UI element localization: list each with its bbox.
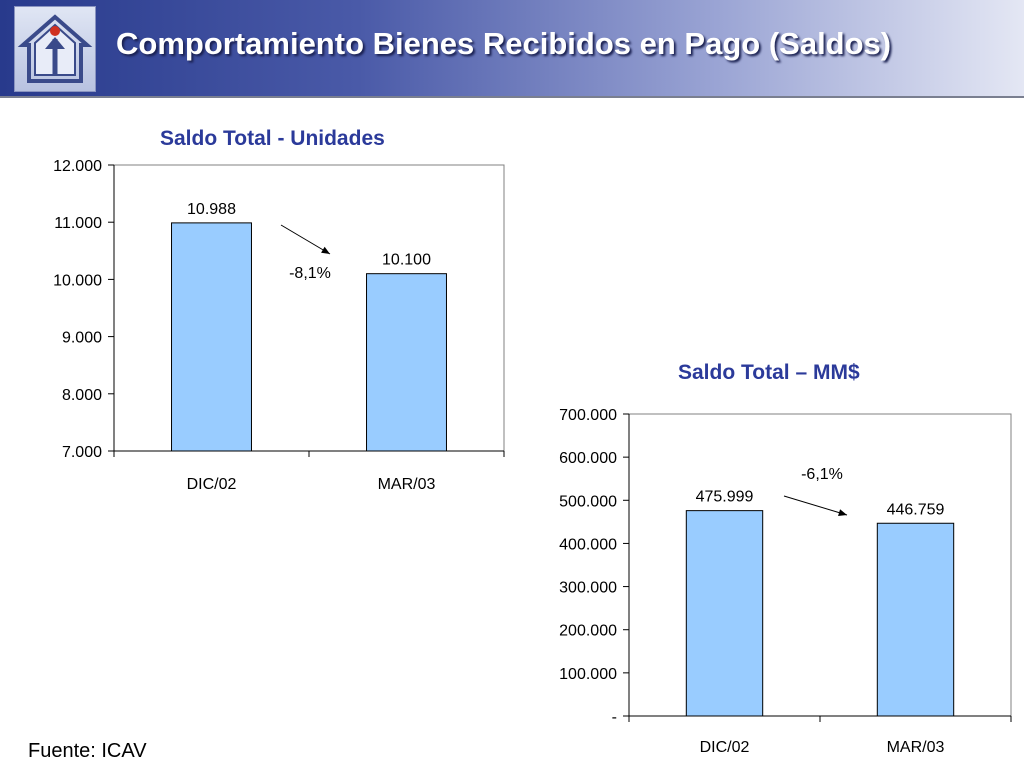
chart-1-data-label: 10.988	[187, 201, 236, 218]
chart-2-data-label: 475.999	[696, 489, 754, 506]
chart-2-y-tick-label: 100.000	[559, 666, 617, 683]
chart-1-data-label: 10.100	[382, 252, 431, 269]
chart-2-y-tick-label: 700.000	[559, 407, 617, 424]
chart-1-trend-arrow	[280, 224, 331, 255]
chart-1-bar-1	[171, 222, 252, 452]
chart-1-y-tick-label: 11.000	[54, 215, 102, 232]
chart-1-change-annotation: -8,1%	[289, 265, 331, 282]
chart-1-y-tick-label: 7.000	[62, 444, 102, 461]
slide-header: Comportamiento Bienes Recibidos en Pago …	[0, 0, 1024, 98]
chart-2-y-tick-label: 500.000	[559, 493, 617, 510]
chart-2-bar-1	[685, 510, 764, 717]
chart-1-bar-2	[366, 273, 447, 452]
chart-2-y-tick-label: 600.000	[559, 450, 617, 467]
chart-2-trend-arrow	[783, 495, 848, 516]
chart-2-y-tick-label: 300.000	[559, 580, 617, 597]
chart-1-title: Saldo Total - Unidades	[160, 127, 385, 150]
chart-1-category-label: DIC/02	[187, 476, 237, 493]
chart-1-category-label: MAR/03	[378, 476, 436, 493]
chart-2-category-label: DIC/02	[700, 739, 750, 756]
chart-2-data-label: 446.759	[887, 501, 945, 518]
source-note: Fuente: ICAV	[28, 740, 147, 762]
chart-1-y-tick-label: 12.000	[53, 158, 102, 175]
page-title: Comportamiento Bienes Recibidos en Pago …	[116, 26, 892, 61]
chart-1-trend-arrow-head	[321, 246, 330, 254]
chart-2-bar-2	[876, 522, 955, 717]
chart-1-y-tick-label: 10.000	[53, 272, 102, 289]
chart-2-title: Saldo Total – MM$	[678, 361, 860, 384]
chart-2-y-tick-label: 400.000	[559, 536, 617, 553]
chart-1-y-tick-label: 8.000	[62, 387, 102, 404]
chart-2-category-label: MAR/03	[887, 739, 945, 756]
chart-2-y-tick-label: -	[612, 709, 617, 726]
chart-2-y-tick-label: 200.000	[559, 623, 617, 640]
chart-2-change-annotation: -6,1%	[801, 466, 843, 483]
house-logo-icon	[14, 6, 96, 92]
chart-1-y-tick-label: 9.000	[62, 330, 102, 347]
chart-2-trend-arrow-head	[838, 509, 847, 516]
